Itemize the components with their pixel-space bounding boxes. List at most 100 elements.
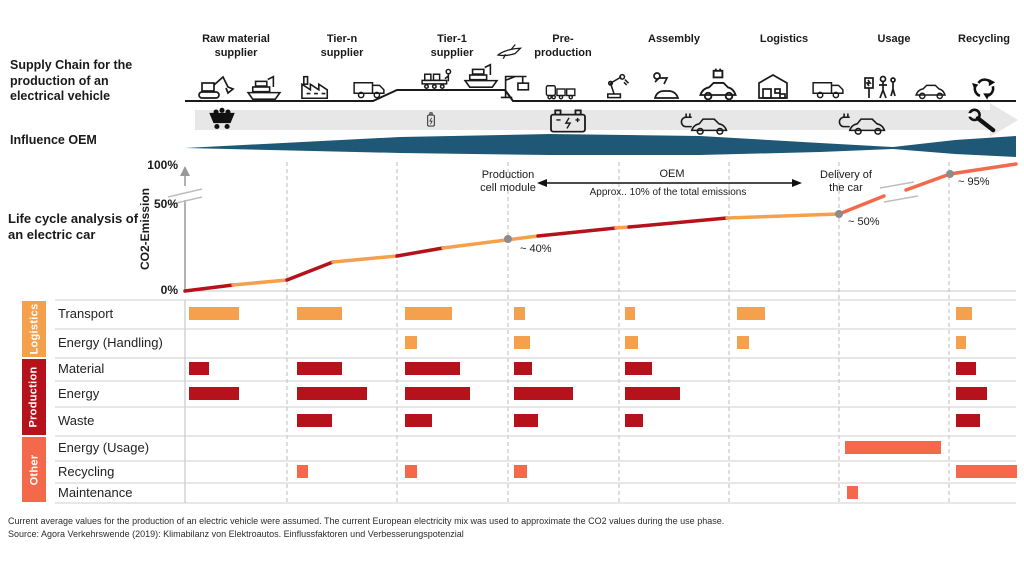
matrix-bar: [956, 465, 1017, 478]
production-line-icon: [421, 68, 452, 90]
supply-chain-baseline: [185, 89, 1016, 102]
production-cell-module-annotation: Production cell module: [480, 169, 536, 195]
matrix-bar: [297, 307, 342, 320]
influence-oem-label: Influence OEM: [10, 133, 97, 147]
matrix-bar: [956, 414, 980, 427]
car-icon: [915, 84, 946, 100]
lifecycle-title: Life cycle analysis of an electric car: [8, 211, 139, 243]
excavator-icon: [197, 75, 235, 100]
row-label-5: Waste: [58, 413, 95, 428]
matrix-bar: [956, 307, 972, 320]
matrix-bar: [297, 362, 342, 375]
row-label-3: Material: [58, 361, 105, 376]
row-gridlines: [55, 299, 1016, 504]
marker-label-1: ~ 40%: [520, 243, 552, 255]
matrix-bar: [514, 387, 573, 400]
matrix-bar: [845, 441, 941, 454]
container-ship-icon: [464, 63, 498, 89]
group-label-logistics: Logistics: [28, 303, 40, 355]
y-axis-title: CO2-Emission: [138, 187, 152, 271]
row-label-1: Transport: [58, 306, 114, 321]
co2-emission-line: [183, 162, 1018, 293]
matrix-bar: [956, 336, 966, 349]
y-tick-0%: 0%: [160, 283, 178, 297]
matrix-bar: [405, 414, 432, 427]
matrix-bar: [514, 336, 530, 349]
crane-icon: [500, 75, 530, 99]
stage-label-2: Tier-n supplier: [320, 33, 364, 59]
row-label-7: Recycling: [58, 464, 115, 479]
matrix-bar: [625, 336, 638, 349]
marker-label-3: ~ 95%: [958, 176, 990, 188]
train-icon: [545, 84, 576, 100]
matrix-bar: [514, 465, 527, 478]
group-box-logistics: Logistics: [22, 301, 46, 357]
factory-icon: [301, 75, 329, 100]
stage-label-3: Tier-1 supplier: [430, 33, 474, 59]
assembly-robot-icon: [653, 72, 679, 99]
car-assembly-icon: [699, 67, 737, 101]
matrix-bar: [297, 387, 367, 400]
matrix-bar: [189, 307, 239, 320]
matrix-bar: [405, 465, 417, 478]
group-box-production: Production: [22, 359, 46, 435]
robot-arm-icon: [606, 73, 630, 99]
matrix-bar: [625, 362, 652, 375]
matrix-bar: [514, 414, 538, 427]
line-break-icon: [879, 181, 919, 203]
row-label-6: Energy (Usage): [58, 440, 150, 455]
oem-annotation: OEM: [659, 168, 685, 180]
marker-label-2: ~ 50%: [848, 216, 880, 228]
process-arrow-band: [195, 103, 1018, 137]
stage-label-7: Usage: [877, 33, 911, 45]
influence-oem-band: [185, 134, 1016, 157]
stage-label-5: Assembly: [648, 33, 700, 45]
warehouse-icon: [758, 74, 788, 99]
matrix-bar: [847, 486, 858, 499]
matrix-bar: [956, 362, 976, 375]
matrix-bar: [514, 307, 525, 320]
matrix-bar: [625, 307, 635, 320]
oem-range-arrow: [537, 179, 802, 187]
y-tick-50%: 50%: [153, 197, 178, 211]
charging-station-icon: [864, 75, 896, 99]
matrix-bar: [405, 307, 452, 320]
cargo-ship-icon: [247, 75, 281, 101]
matrix-bar: [297, 414, 332, 427]
group-box-other: Other: [22, 437, 46, 502]
co2-line-markers: [504, 170, 954, 243]
group-label-other: Other: [28, 454, 40, 485]
supply-chain-title: Supply Chain for the production of an el…: [10, 58, 133, 104]
y-axis-break-icon: [167, 188, 203, 206]
recycle-icon: [970, 77, 997, 102]
matrix-bar: [737, 336, 749, 349]
row-label-2: Energy (Handling): [58, 335, 163, 350]
column-gridlines: [286, 162, 950, 503]
matrix-bar: [405, 362, 460, 375]
oem-subtext: Approx.. 10% of the total emissions: [589, 187, 747, 198]
stage-label-8: Recycling: [958, 33, 1010, 45]
footer-source: Source: Agora Verkehrswende (2019): Klim…: [8, 529, 464, 539]
matrix-bar: [625, 387, 680, 400]
row-label-4: Energy: [58, 386, 100, 401]
matrix-bar: [405, 387, 470, 400]
matrix-bar: [625, 414, 643, 427]
group-label-production: Production: [28, 366, 40, 428]
matrix-bar: [189, 362, 209, 375]
matrix-bars: [189, 307, 1017, 499]
stage-label-6: Logistics: [759, 33, 809, 45]
stage-label-4: Pre- production: [534, 33, 592, 59]
delivery-truck-icon: [812, 81, 844, 99]
matrix-bar: [297, 465, 308, 478]
delivery-annotation: Delivery of the car: [820, 169, 872, 195]
row-label-8: Maintenance: [58, 485, 133, 500]
stage-label-1: Raw material supplier: [202, 33, 270, 59]
matrix-bar: [956, 387, 987, 400]
matrix-bar: [737, 307, 765, 320]
truck-icon: [353, 81, 385, 99]
y-axis-arrow: [180, 166, 190, 176]
footer-note: Current average values for the productio…: [8, 516, 725, 526]
matrix-bar: [405, 336, 417, 349]
